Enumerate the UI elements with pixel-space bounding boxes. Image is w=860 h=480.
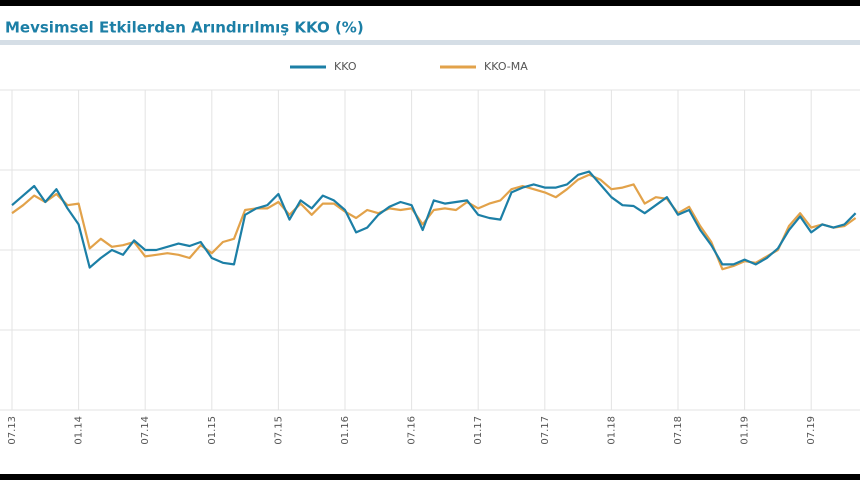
x-tick-label: 07.13 [7,416,18,445]
x-tick-label: 07.18 [673,416,684,445]
legend-label: KKO [334,60,357,73]
x-tick-label: 01.19 [740,416,751,445]
x-tick-label: 01.15 [207,416,218,445]
series-line [11,170,857,269]
x-tick-label: 07.15 [273,416,284,445]
x-tick-label: 01.18 [606,416,617,445]
title-rule [0,40,860,45]
panel [0,6,860,474]
x-tick-label: 01.16 [340,416,351,445]
x-tick-label: 07.17 [540,416,551,445]
x-tick-label: 07.14 [140,416,151,445]
x-tick-label: 07.16 [407,416,418,445]
x-tick-label: 01.14 [74,416,85,445]
legend-label: KKO-MA [484,60,528,73]
x-tick-label: 01.17 [473,416,484,445]
x-tick-label: 07.19 [806,416,817,445]
chart-title: Mevsimsel Etkilerden Arındırılmış KKO (%… [5,19,364,37]
